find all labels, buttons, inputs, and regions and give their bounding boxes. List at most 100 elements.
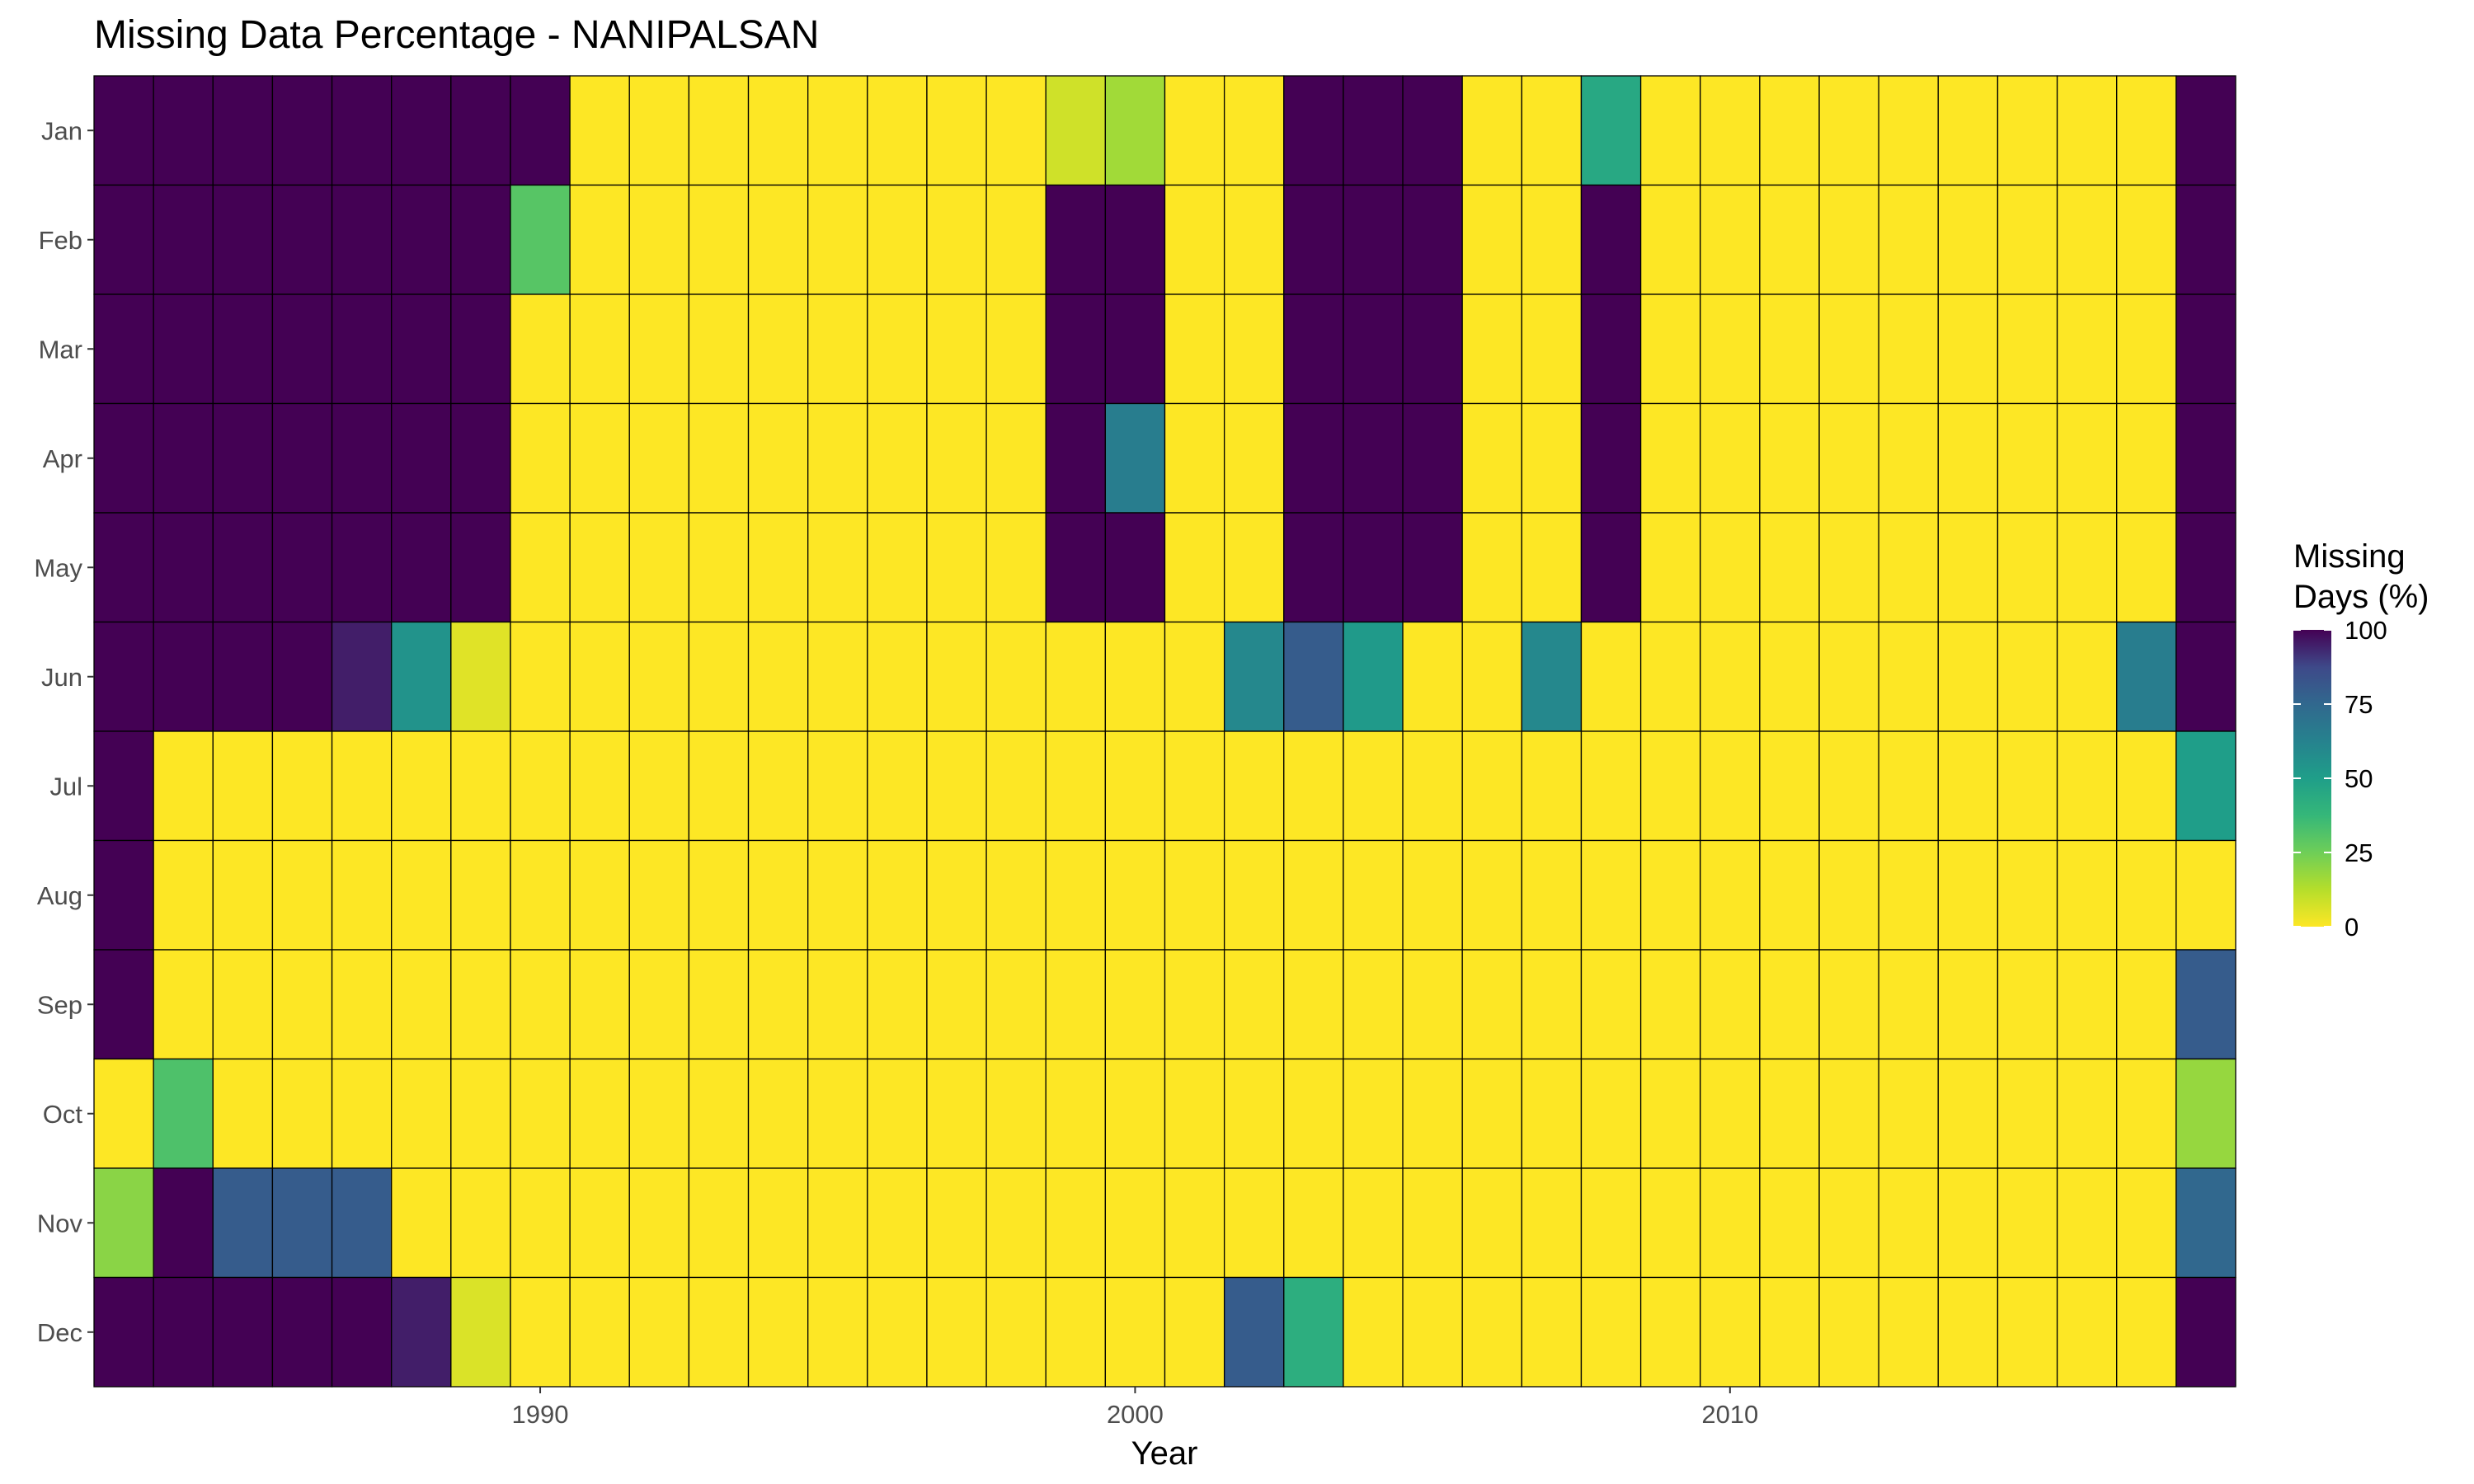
- heatmap-cell: [867, 75, 928, 186]
- heatmap-cell: [1045, 1058, 1107, 1169]
- heatmap-cell: [926, 1058, 987, 1169]
- heatmap-cell: [747, 512, 809, 623]
- heatmap-cell: [1223, 621, 1285, 732]
- heatmap-cell: [1283, 949, 1344, 1060]
- heatmap-cell: [450, 839, 511, 951]
- heatmap-cell: [1402, 730, 1463, 842]
- heatmap-cell: [1878, 294, 1939, 405]
- heatmap-cell: [2175, 402, 2236, 514]
- heatmap-cell: [1045, 730, 1107, 842]
- heatmap-cell: [1997, 402, 2058, 514]
- heatmap-cell: [569, 1167, 630, 1279]
- heatmap-cell: [2116, 1058, 2177, 1169]
- heatmap-cell: [450, 949, 511, 1060]
- heatmap-cell: [1223, 512, 1285, 623]
- heatmap-cell: [2116, 184, 2177, 295]
- heatmap-cell: [1878, 75, 1939, 186]
- heatmap-cell: [688, 1058, 750, 1169]
- y-tick-label: Sep: [37, 990, 82, 1019]
- heatmap-cell: [2116, 512, 2177, 623]
- heatmap-cell: [926, 949, 987, 1060]
- heatmap-cell: [1700, 1058, 1761, 1169]
- legend-tick-label: 0: [2345, 913, 2359, 942]
- heatmap-cell: [153, 621, 214, 732]
- heatmap-cell: [1937, 1167, 1999, 1279]
- y-tick-label: Aug: [37, 881, 82, 910]
- heatmap-cell: [1521, 75, 1583, 186]
- heatmap-cell: [985, 402, 1047, 514]
- heatmap-cell: [450, 402, 511, 514]
- heatmap-cell: [1164, 75, 1225, 186]
- heatmap-cell: [1223, 402, 1285, 514]
- heatmap-cell: [450, 1058, 511, 1169]
- heatmap-cell: [1164, 621, 1225, 732]
- heatmap-cell: [1104, 1276, 1166, 1388]
- heatmap-cell: [2175, 512, 2236, 623]
- heatmap-cell: [153, 402, 214, 514]
- heatmap-cell: [2056, 402, 2118, 514]
- heatmap-cell: [1818, 1276, 1879, 1388]
- heatmap-cell: [2116, 1167, 2177, 1279]
- heatmap-cell: [510, 839, 571, 951]
- heatmap-cell: [1164, 1167, 1225, 1279]
- heatmap-cell: [1937, 1058, 1999, 1169]
- heatmap-cell: [747, 730, 809, 842]
- y-tick-label: Apr: [43, 444, 82, 473]
- heatmap-cell: [93, 730, 154, 842]
- heatmap-cell: [628, 1167, 690, 1279]
- heatmap-cell: [153, 1276, 214, 1388]
- heatmap-cell: [1343, 1167, 1404, 1279]
- heatmap-cell: [1937, 839, 1999, 951]
- legend-ticks: 0 25 50 75 100: [2293, 616, 2387, 942]
- heatmap-cell: [1937, 512, 1999, 623]
- legend-tick-label: 75: [2345, 690, 2373, 719]
- heatmap-cell: [747, 949, 809, 1060]
- heatmap-cell: [1878, 184, 1939, 295]
- heatmap-cell: [1402, 839, 1463, 951]
- heatmap-cell: [153, 839, 214, 951]
- heatmap-cell: [391, 1276, 452, 1388]
- heatmap-cell: [212, 402, 274, 514]
- heatmap-cell: [2056, 294, 2118, 405]
- heatmap-cell: [1343, 1276, 1404, 1388]
- heatmap-cell: [1700, 75, 1761, 186]
- heatmap-cell: [1759, 402, 1820, 514]
- heatmap-cell: [93, 1058, 154, 1169]
- heatmap-cell: [807, 730, 868, 842]
- heatmap-cell: [1759, 1276, 1820, 1388]
- heatmap-cell: [1521, 294, 1583, 405]
- heatmap-cell: [153, 730, 214, 842]
- heatmap-cell: [985, 1276, 1047, 1388]
- heatmap-cell: [985, 75, 1047, 186]
- heatmap-cell: [1164, 402, 1225, 514]
- heatmap-cell: [1997, 1167, 2058, 1279]
- heatmap-cell: [391, 621, 452, 732]
- heatmap-cell: [1759, 621, 1820, 732]
- heatmap-cell: [2175, 1058, 2236, 1169]
- heatmap-cell: [985, 1058, 1047, 1169]
- heatmap-cell: [331, 512, 393, 623]
- heatmap-cell: [1402, 512, 1463, 623]
- heatmap-cell: [688, 949, 750, 1060]
- heatmap-cell: [807, 839, 868, 951]
- heatmap-cell: [1343, 402, 1404, 514]
- heatmap-cell: [926, 184, 987, 295]
- heatmap-cell: [153, 1167, 214, 1279]
- heatmap-cell: [1639, 402, 1701, 514]
- heatmap-cell: [1878, 730, 1939, 842]
- heatmap-cell: [1878, 839, 1939, 951]
- heatmap-cell: [747, 621, 809, 732]
- heatmap-cell: [1878, 1276, 1939, 1388]
- heatmap-cell: [1878, 949, 1939, 1060]
- heatmap-cell: [985, 294, 1047, 405]
- heatmap-cell: [1580, 1276, 1642, 1388]
- heatmap-cell: [1759, 839, 1820, 951]
- heatmap-cell: [569, 184, 630, 295]
- heatmap-cell: [688, 1167, 750, 1279]
- heatmap-cell: [510, 402, 571, 514]
- heatmap-cell: [450, 184, 511, 295]
- heatmap-cell: [1759, 1167, 1820, 1279]
- heatmap-cell: [1223, 1276, 1285, 1388]
- heatmap-cell: [1461, 294, 1522, 405]
- heatmap-cell: [867, 402, 928, 514]
